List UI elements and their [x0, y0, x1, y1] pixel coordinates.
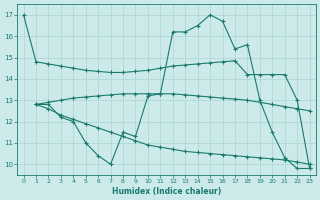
- X-axis label: Humidex (Indice chaleur): Humidex (Indice chaleur): [112, 187, 221, 196]
